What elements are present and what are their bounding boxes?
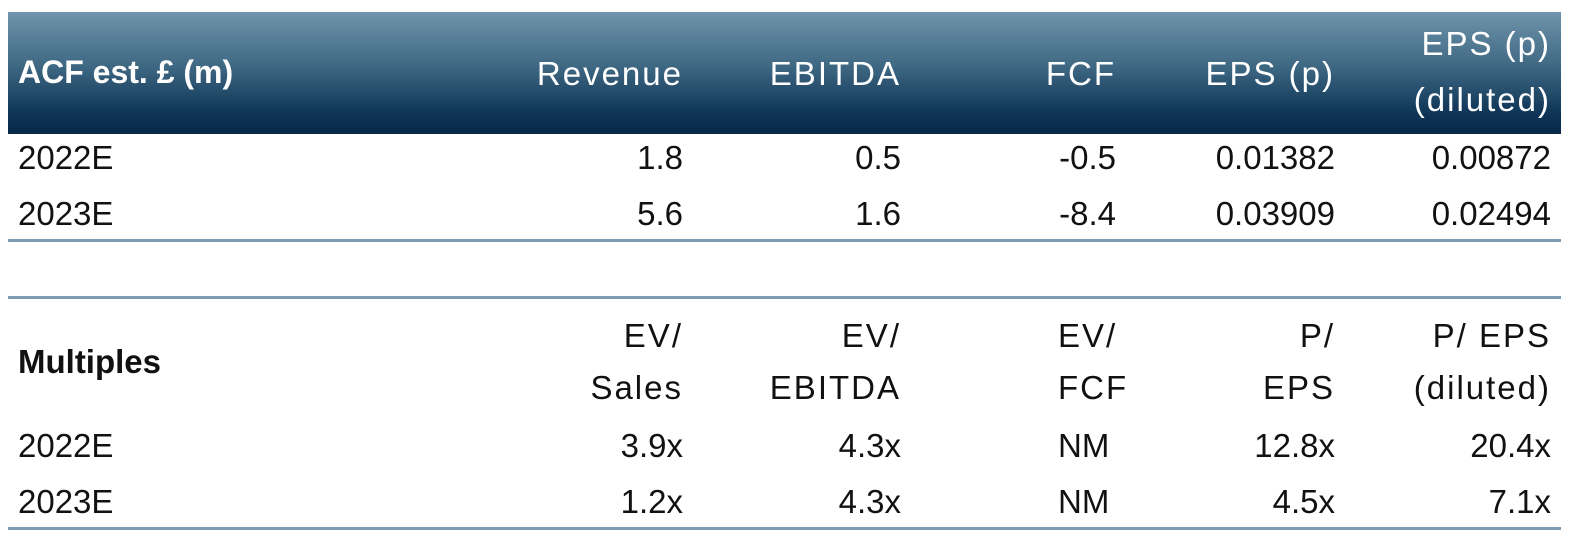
estimates-row-eps-diluted: 0.02494 [1431, 195, 1551, 232]
multiples-row-year: 2022E [18, 427, 114, 464]
header-ev-fcf-line2: FCF [1058, 369, 1129, 406]
estimates-row-eps: 0.01382 [1215, 139, 1335, 176]
estimates-bottom-rule [8, 239, 1561, 242]
estimates-row-eps: 0.03909 [1215, 195, 1335, 232]
multiples-row-ev-sales: 1.2x [620, 483, 683, 520]
multiples-row-p-eps: 4.5x [1272, 483, 1335, 520]
header-eps: EPS (p) [1205, 55, 1335, 92]
estimates-row-ebitda: 1.6 [855, 195, 901, 232]
header-revenue: Revenue [536, 55, 683, 92]
multiples-top-rule [8, 296, 1561, 299]
multiples-row-ev-ebitda: 4.3x [838, 427, 901, 464]
estimates-row-year: 2023E [18, 195, 114, 232]
header-p-eps-line2: EPS [1262, 369, 1335, 406]
estimates-row-revenue: 5.6 [637, 195, 683, 232]
multiples-table: Multiples EV/ Sales EV/ EBITDA EV/ FCF P… [8, 296, 1561, 536]
header-p-eps-line1: P/ [1299, 317, 1335, 354]
estimates-row-eps-diluted: 0.00872 [1431, 139, 1551, 176]
header-ev-ebitda-line1: EV/ [841, 317, 901, 354]
estimates-row-year: 2022E [18, 139, 114, 176]
multiples-row-p-eps-diluted: 7.1x [1488, 483, 1551, 520]
multiples-row-ev-ebitda: 4.3x [838, 483, 901, 520]
multiples-header-label: Multiples [18, 343, 162, 380]
multiples-bottom-rule [8, 527, 1561, 530]
header-ev-sales-line1: EV/ [623, 317, 683, 354]
header-fcf: FCF [1045, 55, 1116, 92]
header-ev-sales-line2: Sales [590, 369, 683, 406]
header-ebitda: EBITDA [769, 55, 901, 92]
header-p-eps-diluted-line2: (diluted) [1413, 369, 1551, 406]
estimates-header-band [8, 12, 1561, 134]
multiples-row-p-eps: 12.8x [1254, 427, 1335, 464]
estimates-row-revenue: 1.8 [637, 139, 683, 176]
header-p-eps-diluted-line1: P/ EPS [1432, 317, 1551, 354]
estimates-header-label: ACF est. £ (m) [18, 54, 234, 90]
multiples-row-ev-fcf: NM [1058, 427, 1110, 464]
header-eps-diluted-line1: EPS (p) [1421, 25, 1551, 62]
estimates-row-fcf: -0.5 [1059, 139, 1116, 176]
multiples-row-ev-fcf: NM [1058, 483, 1110, 520]
multiples-row-p-eps-diluted: 20.4x [1470, 427, 1551, 464]
header-ev-fcf-line1: EV/ [1058, 317, 1118, 354]
header-ev-ebitda-line2: EBITDA [769, 369, 901, 406]
multiples-row-ev-sales: 3.9x [620, 427, 683, 464]
header-eps-diluted-line2: (diluted) [1413, 81, 1551, 118]
multiples-row-year: 2023E [18, 483, 114, 520]
estimates-row-ebitda: 0.5 [855, 139, 901, 176]
estimates-row-fcf: -8.4 [1059, 195, 1116, 232]
estimates-table: ACF est. £ (m) Revenue EBITDA FCF EPS (p… [8, 12, 1561, 244]
